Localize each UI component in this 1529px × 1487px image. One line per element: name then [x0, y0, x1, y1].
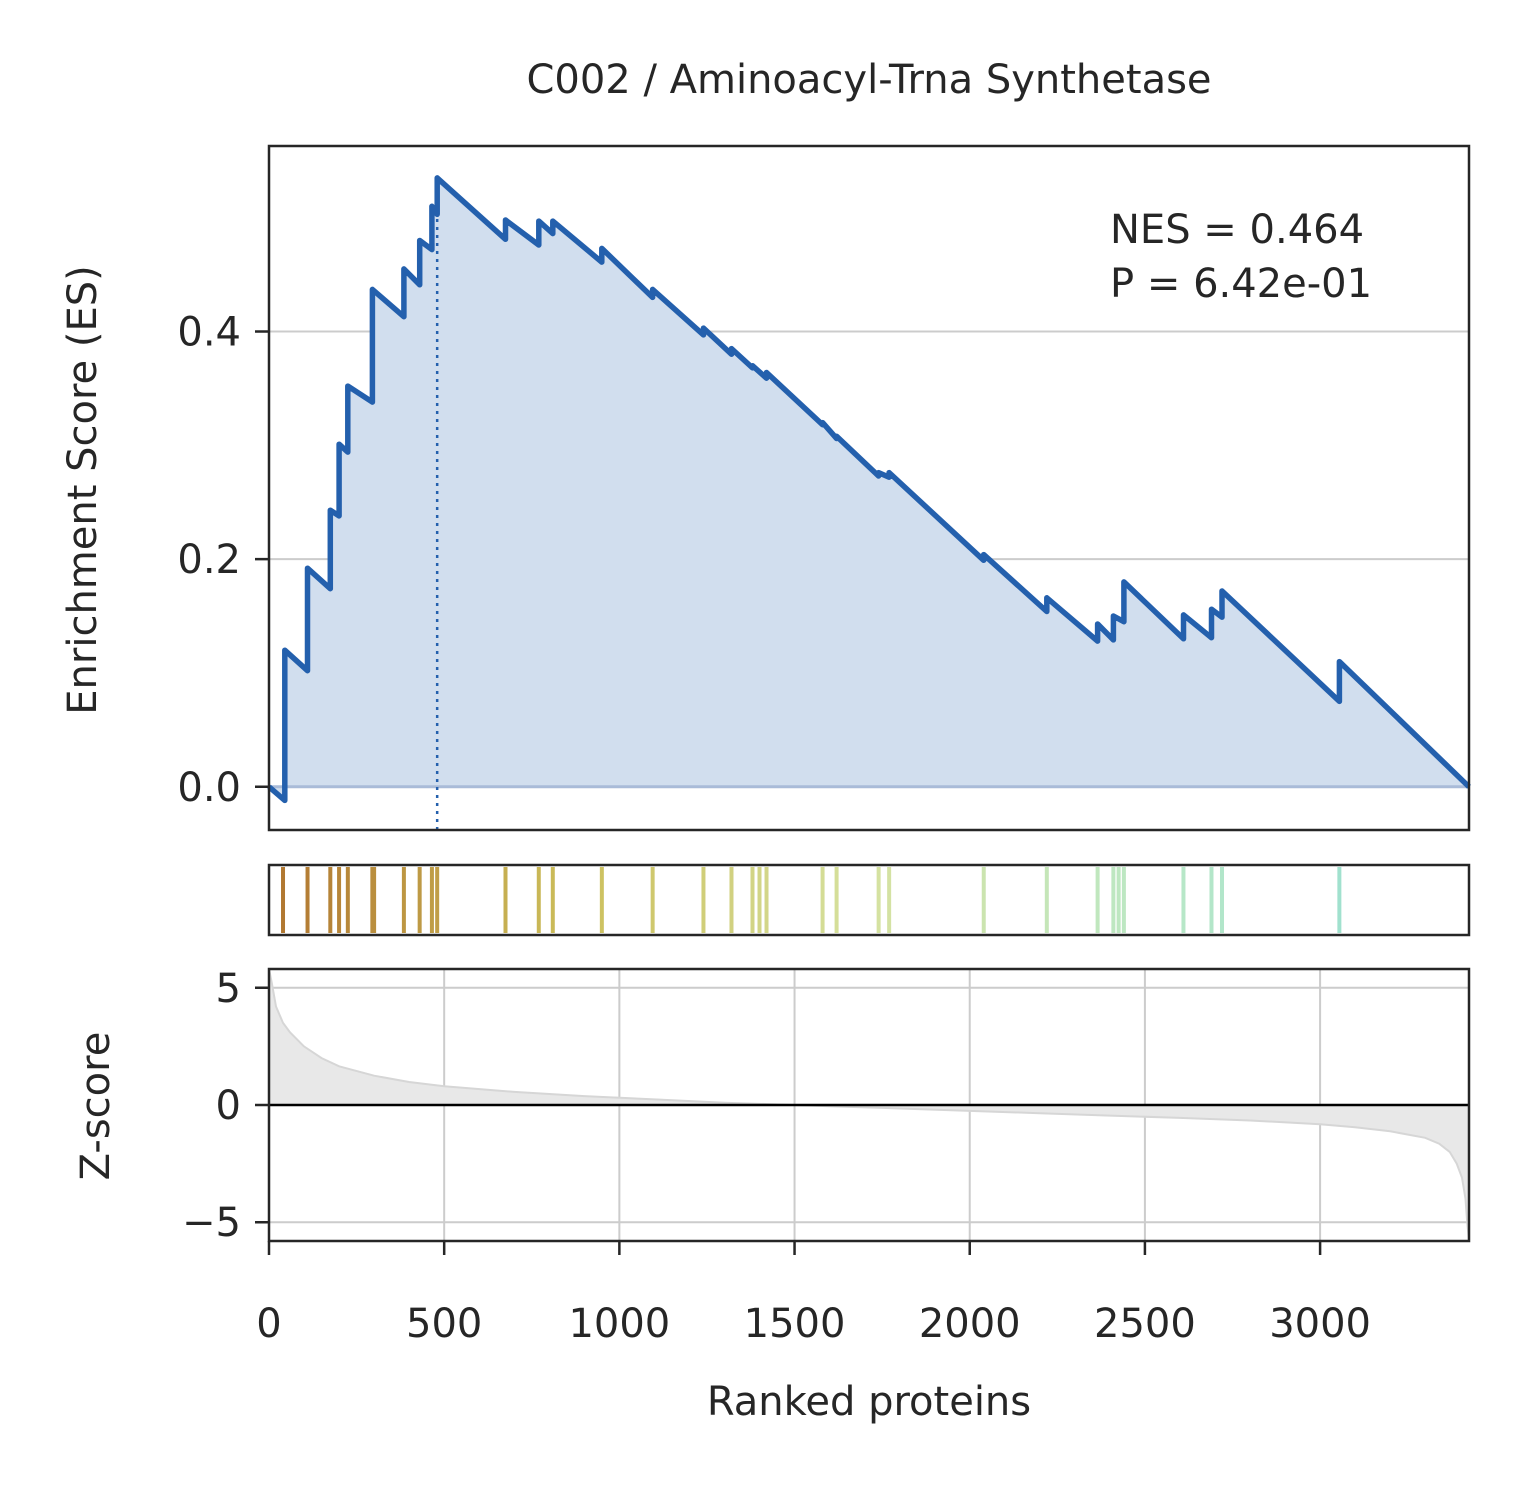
annotation-p: P = 6.42e-01	[1110, 261, 1372, 307]
x-tick-label: 1500	[744, 1301, 846, 1347]
es-y-tick-label: 0.0	[177, 765, 241, 811]
es-area-fill	[269, 177, 1469, 801]
es-y-ticks: 0.0 0.2 0.4	[177, 310, 269, 811]
z-y-tick-label: 0	[216, 1083, 241, 1129]
z-y-tick-label: −5	[182, 1200, 241, 1246]
x-axis-label: Ranked proteins	[707, 1379, 1031, 1425]
es-y-tick-label: 0.4	[177, 310, 241, 356]
es-curve-line	[267, 175, 1471, 804]
es-panel-frame	[267, 144, 1471, 832]
x-tick-label: 0	[256, 1301, 281, 1347]
hits-panel-frame	[267, 863, 1471, 937]
es-panel: 0.0 0.2 0.4 NES = 0.464 P = 6.42e-01 Enric…	[60, 144, 1471, 832]
x-tick-label: 2000	[919, 1301, 1021, 1347]
hit-bars	[281, 867, 1342, 933]
z-panel-frame	[267, 967, 1471, 1243]
es-y-axis-label: Enrichment Score (ES)	[60, 265, 106, 714]
chart-title: C002 / Aminoacyl-Trna Synthetase	[526, 57, 1211, 103]
z-y-axis-label: Z-score	[73, 1032, 119, 1181]
z-y-tick-label: 5	[216, 966, 241, 1012]
x-tick-label: 1000	[568, 1301, 670, 1347]
x-axis-ticks: 0 500 1000 1500 2000 2500 3000	[256, 1241, 1371, 1347]
hits-panel	[267, 863, 1471, 937]
annotation-nes: NES = 0.464	[1110, 207, 1364, 253]
x-tick-label: 500	[406, 1301, 482, 1347]
zscore-panel: 5 0 −5 Z-score	[73, 966, 1471, 1246]
x-tick-label: 2500	[1094, 1301, 1196, 1347]
es-y-tick-label: 0.2	[177, 537, 241, 583]
z-y-ticks: 5 0 −5	[182, 966, 269, 1246]
z-curve-line	[268, 968, 1470, 1242]
x-tick-label: 3000	[1269, 1301, 1371, 1347]
